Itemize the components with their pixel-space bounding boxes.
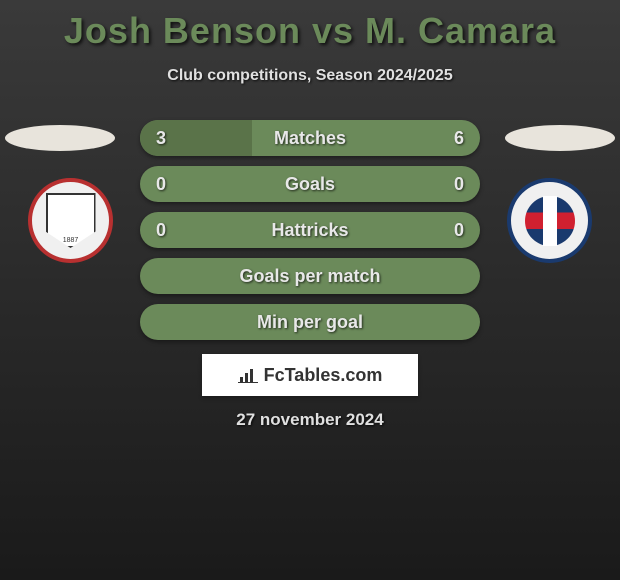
crest-year: 1887: [48, 237, 94, 244]
comparison-subtitle: Club competitions, Season 2024/2025: [0, 67, 620, 85]
stat-row-hattricks: 0 Hattricks 0: [140, 212, 480, 248]
stat-label: Goals per match: [140, 266, 480, 287]
stat-row-matches: 3 Matches 6: [140, 120, 480, 156]
stat-label: Matches: [140, 128, 480, 149]
stat-row-min-per-goal: Min per goal: [140, 304, 480, 340]
stat-right-value: 0: [454, 220, 464, 241]
stat-label: Goals: [140, 174, 480, 195]
stat-right-value: 6: [454, 128, 464, 149]
source-banner: FcTables.com: [202, 354, 418, 396]
shield-icon: 1887: [46, 193, 96, 248]
stats-container: 3 Matches 6 0 Goals 0 0 Hattricks 0 Goal…: [140, 120, 480, 350]
stat-label: Min per goal: [140, 312, 480, 333]
banner-text: FcTables.com: [264, 365, 383, 386]
stat-row-goals: 0 Goals 0: [140, 166, 480, 202]
left-player-ellipse: [5, 125, 115, 151]
right-club-crest: [507, 178, 592, 263]
stat-label: Hattricks: [140, 220, 480, 241]
left-club-crest: 1887: [28, 178, 113, 263]
stat-right-value: 0: [454, 174, 464, 195]
stat-row-goals-per-match: Goals per match: [140, 258, 480, 294]
comparison-date: 27 november 2024: [0, 410, 620, 430]
right-player-ellipse: [505, 125, 615, 151]
circle-icon: [525, 196, 575, 246]
comparison-title: Josh Benson vs M. Camara: [0, 0, 620, 52]
bars-icon: [238, 367, 258, 383]
